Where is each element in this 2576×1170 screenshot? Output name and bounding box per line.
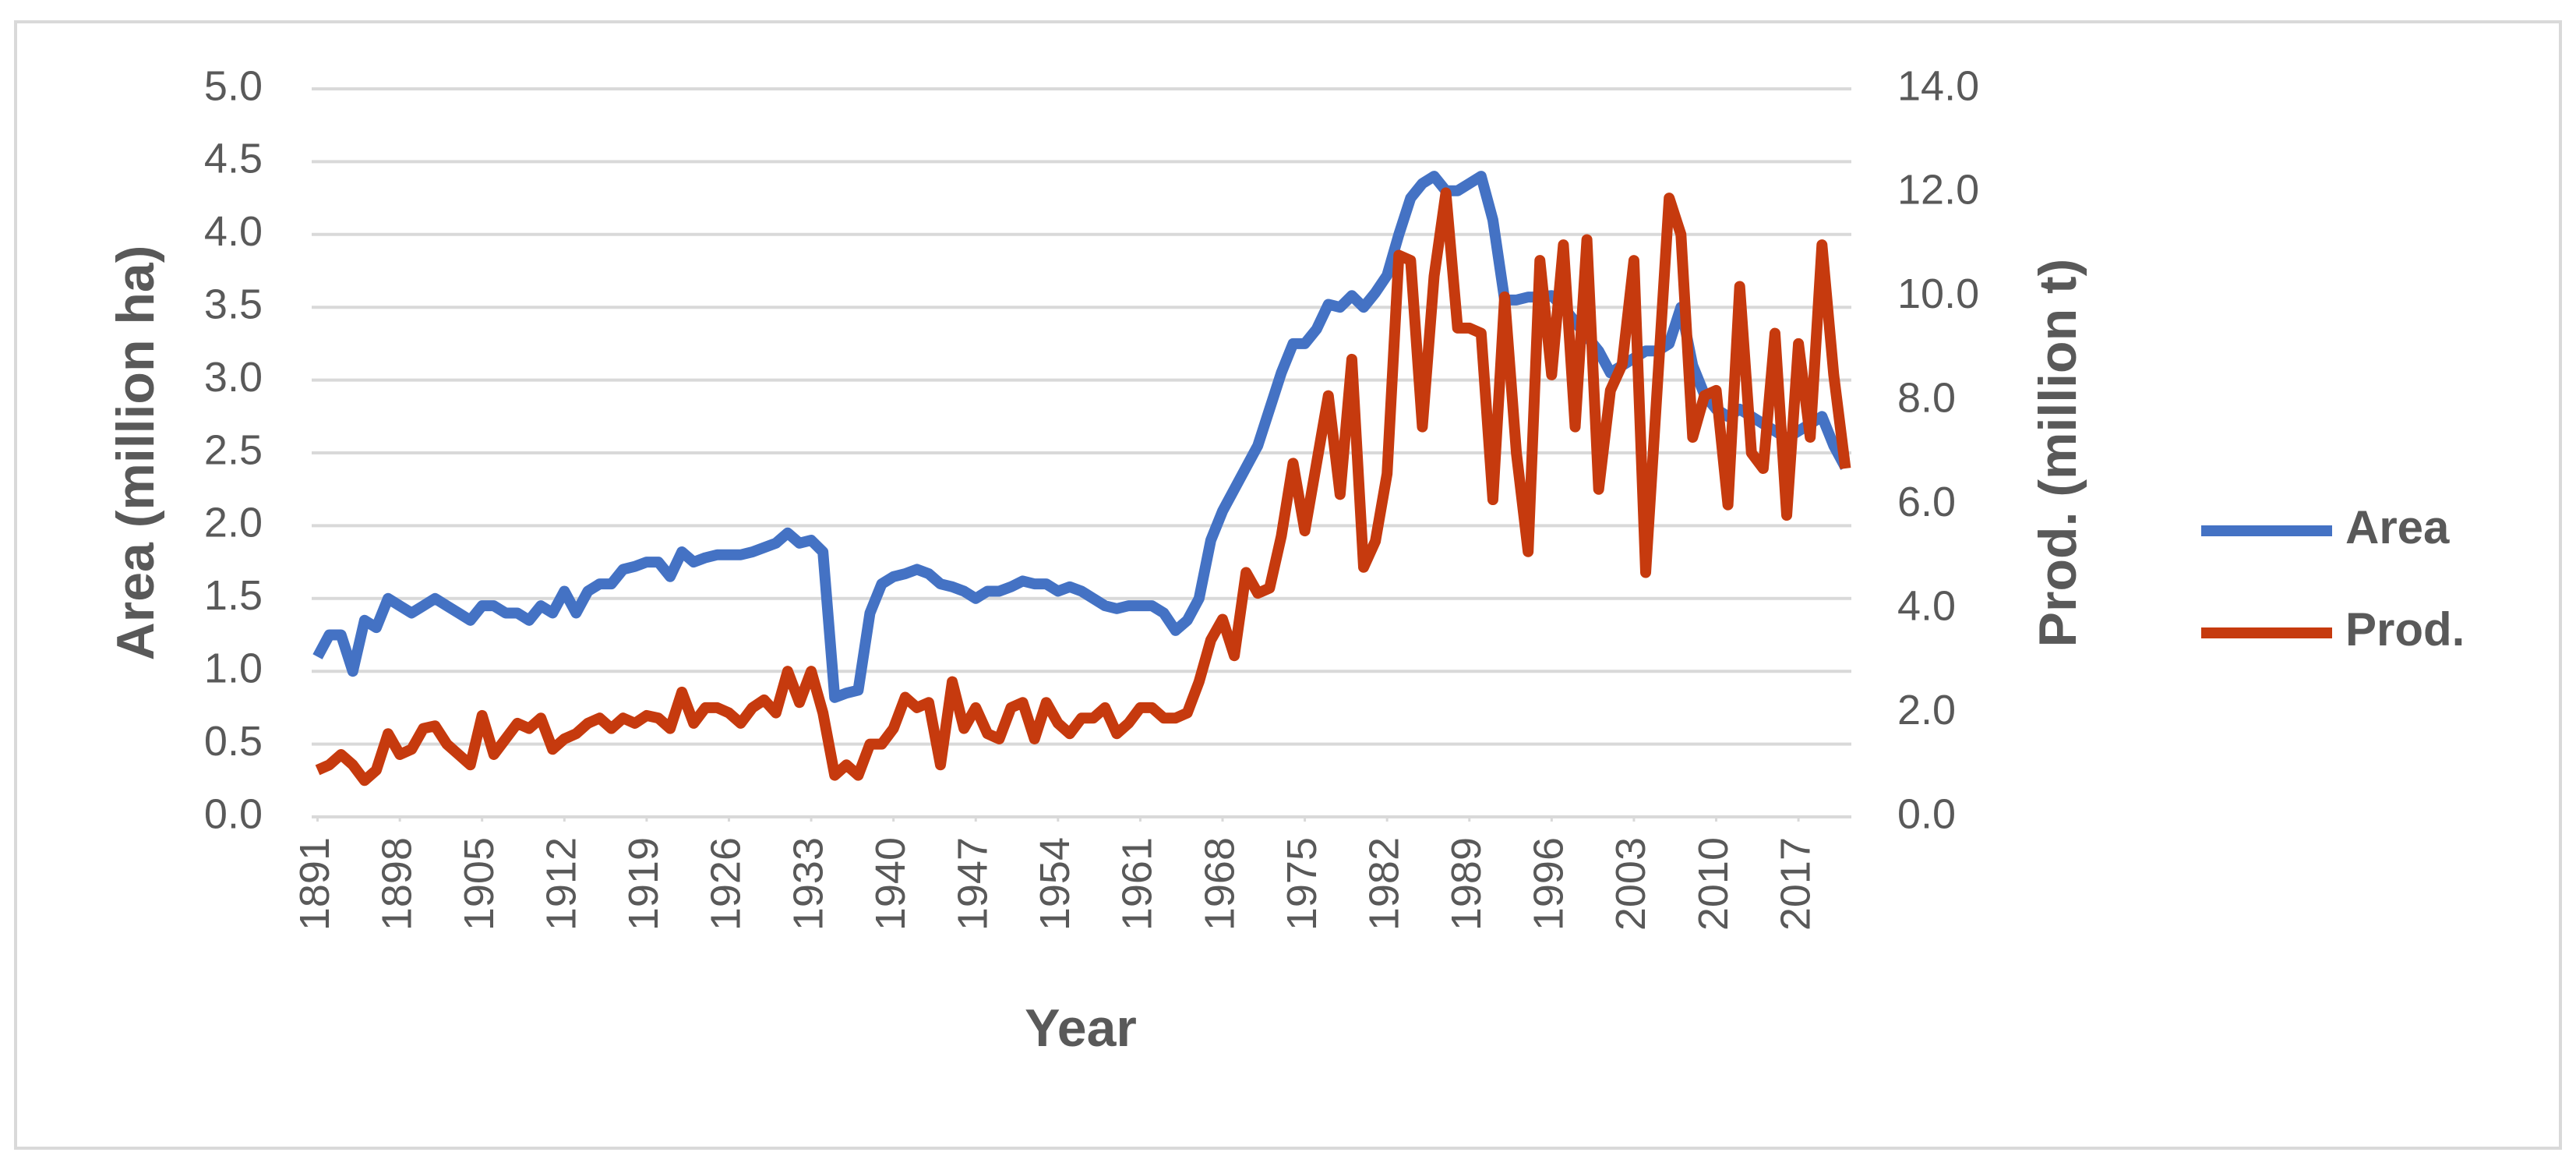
x-tick-label: 1926 (703, 837, 750, 931)
x-tick-label: 1982 (1360, 837, 1407, 931)
x-tick-label: 2017 (1772, 837, 1819, 931)
x-tick-label: 1919 (620, 837, 667, 931)
x-tick-label: 2010 (1690, 837, 1737, 931)
legend-label: Prod. (2345, 603, 2465, 656)
y2-tick-label: 10.0 (1897, 270, 1979, 317)
x-tick-label: 1954 (1032, 837, 1078, 931)
y2-tick-label: 0.0 (1897, 790, 1956, 837)
data-line (315, 187, 1851, 786)
x-tick-label: 1996 (1526, 837, 1572, 931)
x-tick-label: 1989 (1443, 837, 1490, 931)
x-tick-label: 1975 (1279, 837, 1325, 931)
y-tick-label: 4.0 (204, 208, 263, 255)
x-tick-label: 1912 (538, 837, 585, 931)
y2-tick-label: 6.0 (1897, 479, 1956, 525)
y2-tick-label: 12.0 (1897, 167, 1979, 214)
y-tick-label: 0.0 (204, 790, 263, 837)
y-tick-label: 4.5 (204, 136, 263, 182)
y-tick-label: 3.0 (204, 354, 263, 401)
x-tick-label: 1940 (867, 837, 914, 931)
y-tick-label: 3.5 (204, 281, 263, 327)
y-tick-label: 2.0 (204, 500, 263, 546)
y2-tick-label: 2.0 (1897, 687, 1956, 733)
y-axis-title: Area (million ha) (106, 246, 165, 661)
x-tick-label: 1933 (785, 837, 831, 931)
y-tick-label: 5.0 (204, 62, 263, 109)
x-tick-label: 1891 (291, 837, 338, 931)
y2-axis-title: Prod. (million t) (2028, 259, 2087, 648)
legend-label: Area (2345, 501, 2450, 553)
x-tick-label: 1898 (373, 837, 420, 931)
y-tick-label: 0.5 (204, 718, 263, 765)
x-tick-label: 1947 (950, 837, 997, 931)
y2-tick-label: 8.0 (1897, 375, 1956, 422)
x-tick-label: 2003 (1607, 837, 1654, 931)
x-axis-title: Year (1025, 999, 1137, 1058)
x-tick-label: 1905 (456, 837, 503, 931)
chart-border (14, 20, 2562, 1150)
y2-tick-label: 4.0 (1897, 582, 1956, 629)
y-tick-label: 1.5 (204, 572, 263, 619)
y-tick-label: 2.5 (204, 426, 263, 473)
y-tick-label: 1.0 (204, 645, 263, 691)
x-tick-label: 1961 (1114, 837, 1161, 931)
y2-tick-label: 14.0 (1897, 62, 1979, 109)
x-tick-label: 1968 (1196, 837, 1243, 931)
